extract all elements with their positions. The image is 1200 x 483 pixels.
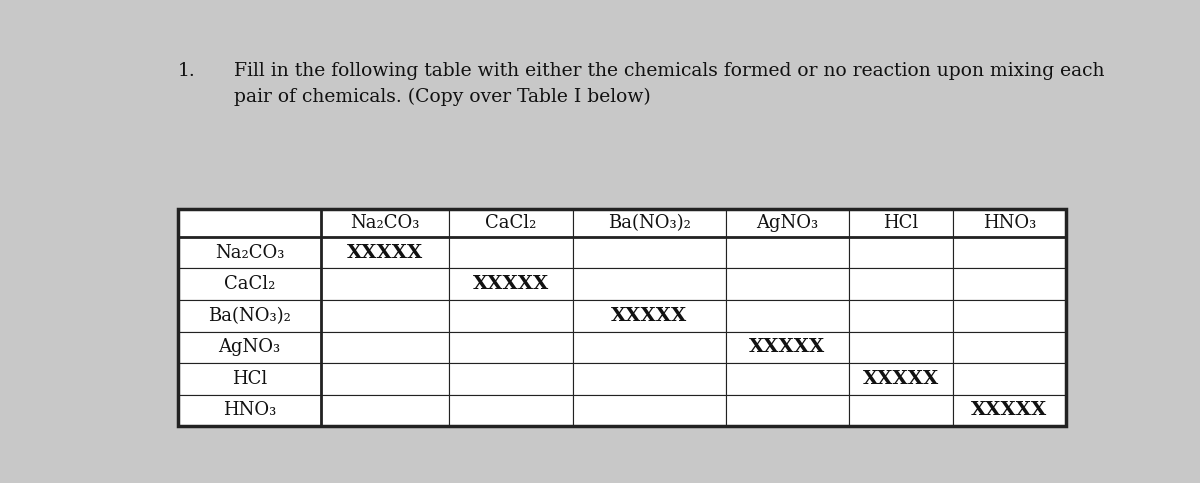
Text: Na₂CO₃: Na₂CO₃ xyxy=(350,213,420,232)
Bar xyxy=(848,237,953,269)
Text: Fill in the following table with either the chemicals formed or no reaction upon: Fill in the following table with either … xyxy=(234,62,1104,106)
Bar xyxy=(848,331,953,363)
Text: XXXXX: XXXXX xyxy=(611,307,688,325)
Bar xyxy=(449,363,572,395)
Bar xyxy=(953,395,1066,426)
Text: HNO₃: HNO₃ xyxy=(983,213,1036,232)
Bar xyxy=(178,331,320,363)
Bar xyxy=(572,331,726,363)
Bar xyxy=(572,363,726,395)
Text: AgNO₃: AgNO₃ xyxy=(756,213,818,232)
Bar xyxy=(726,209,848,237)
Bar xyxy=(320,237,449,269)
Text: Ba(NO₃)₂: Ba(NO₃)₂ xyxy=(607,213,690,232)
Text: AgNO₃: AgNO₃ xyxy=(218,338,281,356)
Bar xyxy=(320,395,449,426)
Text: Ba(NO₃)₂: Ba(NO₃)₂ xyxy=(208,307,290,325)
Bar xyxy=(320,363,449,395)
Bar xyxy=(953,237,1066,269)
Text: XXXXX: XXXXX xyxy=(347,243,424,262)
Bar xyxy=(726,269,848,300)
Bar xyxy=(848,209,953,237)
Bar xyxy=(848,395,953,426)
Bar xyxy=(320,300,449,331)
Bar xyxy=(726,331,848,363)
Text: CaCl₂: CaCl₂ xyxy=(485,213,536,232)
Text: HNO₃: HNO₃ xyxy=(223,401,276,419)
Bar xyxy=(178,269,320,300)
Bar xyxy=(449,331,572,363)
Bar xyxy=(449,300,572,331)
Bar xyxy=(726,363,848,395)
Text: CaCl₂: CaCl₂ xyxy=(223,275,275,293)
Bar xyxy=(953,209,1066,237)
Bar xyxy=(178,363,320,395)
Bar xyxy=(178,395,320,426)
Bar xyxy=(178,300,320,331)
Bar xyxy=(953,363,1066,395)
Bar xyxy=(449,237,572,269)
Bar xyxy=(449,269,572,300)
Bar xyxy=(848,363,953,395)
Bar xyxy=(726,237,848,269)
Bar xyxy=(320,269,449,300)
Bar xyxy=(953,331,1066,363)
Text: HCl: HCl xyxy=(883,213,918,232)
Bar xyxy=(572,209,726,237)
Bar xyxy=(320,209,449,237)
Bar xyxy=(726,395,848,426)
Bar xyxy=(178,209,320,237)
Bar xyxy=(572,300,726,331)
Text: XXXXX: XXXXX xyxy=(473,275,550,293)
Text: XXXXX: XXXXX xyxy=(749,338,826,356)
Text: XXXXX: XXXXX xyxy=(971,401,1048,419)
Bar xyxy=(449,395,572,426)
Bar xyxy=(449,209,572,237)
Bar xyxy=(572,237,726,269)
Bar xyxy=(848,269,953,300)
Bar xyxy=(953,269,1066,300)
Bar xyxy=(178,237,320,269)
Bar xyxy=(320,331,449,363)
Bar xyxy=(572,395,726,426)
Text: XXXXX: XXXXX xyxy=(863,370,938,388)
Bar xyxy=(848,300,953,331)
Text: HCl: HCl xyxy=(232,370,268,388)
Text: Na₂CO₃: Na₂CO₃ xyxy=(215,243,284,262)
Bar xyxy=(572,269,726,300)
Bar xyxy=(953,300,1066,331)
Bar xyxy=(726,300,848,331)
Text: 1.: 1. xyxy=(178,62,196,80)
